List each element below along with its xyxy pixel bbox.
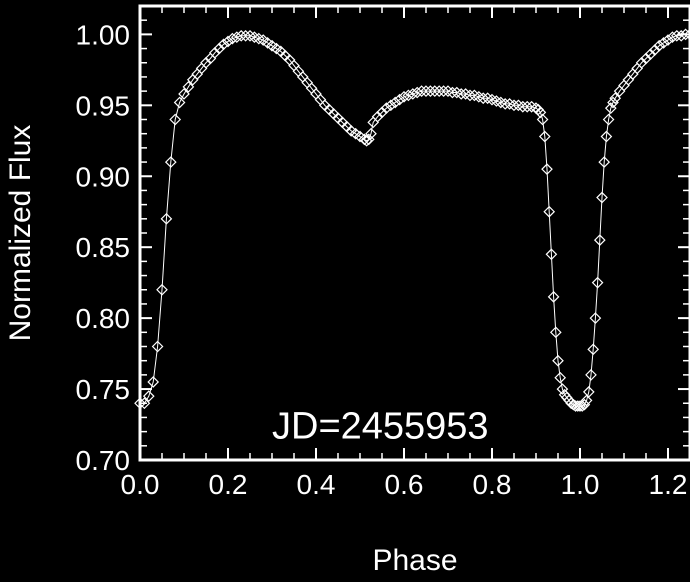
svg-text:0.75: 0.75 [76, 374, 131, 405]
svg-text:1.0: 1.0 [561, 469, 600, 500]
svg-text:1.2: 1.2 [649, 469, 688, 500]
svg-text:0.6: 0.6 [385, 469, 424, 500]
svg-text:0.90: 0.90 [76, 161, 131, 192]
svg-text:0.8: 0.8 [473, 469, 512, 500]
x-axis-label: Phase [372, 544, 457, 577]
svg-text:1.00: 1.00 [76, 19, 131, 50]
annotation-jd: JD=2455953 [272, 406, 489, 448]
svg-text:0.95: 0.95 [76, 90, 131, 121]
svg-text:0.2: 0.2 [209, 469, 248, 500]
svg-text:0.4: 0.4 [297, 469, 336, 500]
svg-text:0.70: 0.70 [76, 445, 131, 476]
y-axis-label: Normalized Flux [4, 125, 37, 342]
svg-text:0.85: 0.85 [76, 232, 131, 263]
svg-text:0.80: 0.80 [76, 303, 131, 334]
lightcurve-chart: 0.00.20.40.60.81.01.20.700.750.800.850.9… [0, 0, 690, 582]
